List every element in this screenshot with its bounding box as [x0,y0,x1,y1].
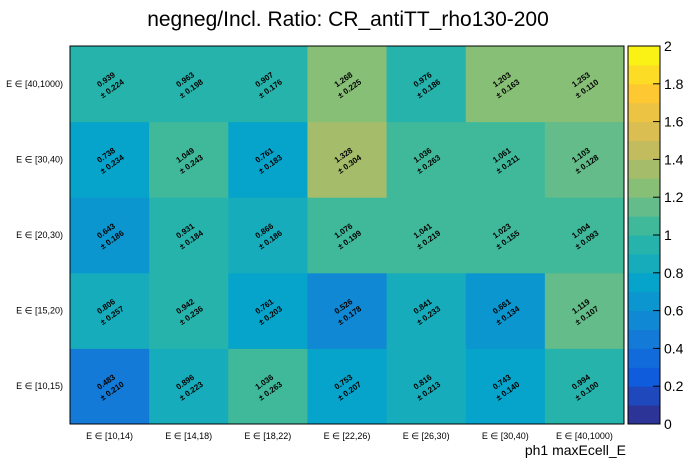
color-scale-tick-labels: 0 0.2 0.4 0.6 0.8 1 1.2 1.4 1.6 1.8 2 [653,38,684,432]
plot-frame [69,45,625,425]
color-scale-band [628,140,660,160]
x-axis-tick-labels: E ∈ [10,14) E ∈ [14,18) E ∈ [18,22) E ∈ [22… [86,431,613,441]
y-axis-tick-labels: E ∈ [10,15) E ∈ [15,20) E ∈ [20,30) E ∈ [30… [6,79,63,391]
heatmap-cell [307,348,388,425]
color-scale-tick-label: 2 [664,38,672,54]
heatmap-cell [544,348,625,425]
chart-title: negneg/Incl. Ratio: CR_antiTT_rho130-200 [147,8,549,31]
x-tick-label: E ∈ [14,18) [165,431,212,441]
y-tick-label: E ∈ [40,1000) [6,79,63,89]
color-scale-tick-label: 0 [664,416,672,432]
heatmap-cell [149,197,229,274]
heatmap-cell [149,272,229,349]
heatmap-cell [149,46,229,123]
color-scale-band [628,291,660,312]
x-tick-label: E ∈ [10,14) [86,431,133,441]
heatmap-cell [307,121,388,198]
heatmap-cell [149,348,229,425]
color-scale-band [628,235,660,255]
heatmap-cell [465,348,546,425]
heatmap-cell [228,348,308,425]
color-scale-band [628,367,660,387]
color-scale-tick-label: 1 [664,227,672,243]
color-scale-tick-label: 1.6 [664,114,684,130]
color-scale-tick-label: 1.2 [664,189,684,205]
y-tick-label: E ∈ [15,20) [16,306,63,316]
color-scale-tick-label: 0.8 [664,265,684,281]
color-scale-band [628,46,660,66]
heatmap-cell [544,272,625,349]
heatmap-cell [70,121,150,198]
color-scale-band [628,121,660,141]
heatmap-cell [386,197,467,274]
x-tick-label: E ∈ [22,26) [324,431,371,441]
heatmap-cell [228,121,308,198]
color-scale-band [628,253,660,274]
color-scale-band [628,386,660,406]
color-scale-bar [627,45,661,425]
heatmap-cells: 0.483± 0.210 0.896± 0.223 1.036± 0.263 0.75… [70,46,625,425]
heatmap-cell [544,46,625,123]
color-scale-band [628,83,660,104]
heatmap-cell [544,197,625,274]
x-tick-label: E ∈ [26,30) [403,431,450,441]
color-scale-band [628,178,660,198]
color-scale-tick-label: 1.4 [664,151,684,167]
heatmap-cell [465,46,546,123]
color-scale-tick-label: 1.8 [664,76,684,92]
heatmap-cell [70,272,150,349]
color-scale-band [628,348,660,368]
heatmap-cell [386,46,467,123]
heatmap-cell [465,272,546,349]
heatmap-cell [544,121,625,198]
heatmap-cell [386,272,467,349]
color-scale-band [628,64,660,85]
heatmap-cell [307,272,388,349]
heatmap-cell [307,46,388,123]
x-tick-label: E ∈ [30,40) [482,431,529,441]
color-scale-tick-label: 0.2 [664,378,684,394]
color-scale-tick-label: 0.6 [664,303,684,319]
heatmap-cell [228,197,308,274]
heatmap-cell [228,272,308,349]
color-scale-band [628,197,660,217]
heatmap-cell [70,348,150,425]
y-tick-label: E ∈ [20,30) [16,230,63,240]
heatmap-cell [70,46,150,123]
y-tick-label: E ∈ [30,40) [16,154,63,164]
color-scale-band [628,405,660,425]
y-tick-label: E ∈ [10,15) [16,381,63,391]
color-scale-band [628,329,660,349]
heatmap-cell [465,121,546,198]
heatmap-cell [228,46,308,123]
color-scale-band [628,216,660,236]
color-scale-band [628,102,660,123]
heatmap-cell [386,348,467,425]
color-scale-band [628,272,660,293]
x-axis-label: ph1 maxEcell_E [525,442,626,458]
heatmap-cell [70,197,150,274]
color-scale-band [628,159,660,179]
heatmap-cell [149,121,229,198]
heatmap-cell [307,197,388,274]
color-scale-band [628,310,660,330]
heatmap-cell [386,121,467,198]
x-tick-label: E ∈ [18,22) [244,431,291,441]
x-tick-label: E ∈ [40,1000) [556,431,613,441]
heatmap-cell [465,197,546,274]
color-scale-tick-label: 0.4 [664,340,684,356]
